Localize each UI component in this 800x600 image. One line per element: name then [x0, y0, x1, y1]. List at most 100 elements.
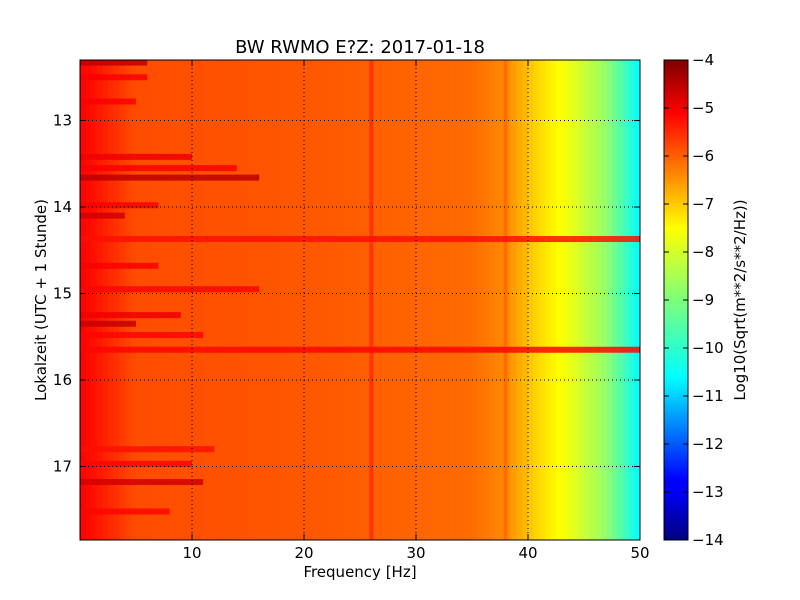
- spectrum-column: [225, 60, 232, 540]
- spectrum-column: [511, 60, 518, 540]
- spectrum-column: [337, 60, 344, 540]
- x-tick-label: 10: [182, 544, 201, 562]
- spectral-line: [369, 60, 374, 540]
- spectrum-column: [309, 60, 316, 540]
- spectrum-column: [494, 60, 501, 540]
- spectrum-column: [124, 60, 131, 540]
- time-band: [80, 286, 260, 293]
- time-band: [80, 460, 192, 467]
- spectrum-column: [320, 60, 327, 540]
- spectrum-column: [612, 60, 619, 540]
- spectrum-column: [276, 60, 283, 540]
- spectrum-column: [365, 60, 372, 540]
- plot-area: 10 20 30 40 50 13 14 15 16 17: [53, 59, 650, 562]
- spectrum-column: [393, 60, 400, 540]
- time-band: [80, 262, 159, 269]
- spectrum-column: [113, 60, 120, 540]
- spectrum-column: [180, 60, 187, 540]
- spectrum-column: [617, 60, 624, 540]
- spectrum-column: [220, 60, 227, 540]
- spectrum-column: [102, 60, 109, 540]
- spectrum-column: [550, 60, 557, 540]
- time-band: [80, 312, 181, 319]
- spectrum-column: [371, 60, 378, 540]
- spectrum-column: [315, 60, 322, 540]
- spectrum-column: [404, 60, 411, 540]
- spectrum-column: [158, 60, 165, 540]
- spectrum-column: [399, 60, 406, 540]
- spectrum-column: [136, 60, 143, 540]
- time-band: [80, 153, 192, 160]
- y-tick-label: 15: [53, 285, 72, 303]
- spectrum-column: [578, 60, 585, 540]
- spectrum-column: [348, 60, 355, 540]
- spectrum-column: [253, 60, 260, 540]
- spectrum-column: [444, 60, 451, 540]
- spectrum-column: [544, 60, 551, 540]
- spectrum-column: [80, 60, 87, 540]
- spectrum-column: [360, 60, 367, 540]
- spectrum-column: [500, 60, 507, 540]
- y-tick-label: 17: [53, 457, 72, 475]
- time-band: [80, 479, 204, 486]
- spectrum-column: [192, 60, 199, 540]
- spectrum-column: [85, 60, 92, 540]
- spectrum-column: [169, 60, 176, 540]
- time-band: [80, 446, 215, 453]
- time-band: [80, 174, 260, 181]
- spectrum-column: [281, 60, 288, 540]
- spectral-line: [503, 60, 508, 540]
- spectrum-column: [483, 60, 490, 540]
- spectrum-column: [589, 60, 596, 540]
- spectrum-column: [410, 60, 417, 540]
- spectrum-column: [438, 60, 445, 540]
- y-axis-label: Lokalzeit (UTC + 1 Stunde): [32, 199, 50, 401]
- spectrum-column: [421, 60, 428, 540]
- colorbar-tick-label: −10: [692, 339, 724, 357]
- time-band: [80, 332, 204, 339]
- spectrum-column: [264, 60, 271, 540]
- spectrum-column: [108, 60, 115, 540]
- spectrum-column: [516, 60, 523, 540]
- spectrum-column: [164, 60, 171, 540]
- colorbar-tick-label: −11: [692, 387, 724, 405]
- time-band: [80, 236, 640, 243]
- spectrum-column: [152, 60, 159, 540]
- spectrum-column: [466, 60, 473, 540]
- spectrum-column: [432, 60, 439, 540]
- colorbar-tick-label: −9: [692, 291, 714, 309]
- spectrum-column: [539, 60, 546, 540]
- colorbar-tick-label: −5: [692, 99, 714, 117]
- spectrum-column: [416, 60, 423, 540]
- spectrum-column: [595, 60, 602, 540]
- x-tick-label: 50: [630, 544, 649, 562]
- spectrum-column: [584, 60, 591, 540]
- spectrum-column: [606, 60, 613, 540]
- spectrum-column: [477, 60, 484, 540]
- spectrum-column: [528, 60, 535, 540]
- spectrum-column: [248, 60, 255, 540]
- colorbar-tick-label: −4: [692, 51, 714, 69]
- spectrum-column: [175, 60, 182, 540]
- spectrum-column: [522, 60, 529, 540]
- spectrum-column: [343, 60, 350, 540]
- spectrum-column: [376, 60, 383, 540]
- spectrum-column: [488, 60, 495, 540]
- spectrum-column: [197, 60, 204, 540]
- y-tick-label: 14: [53, 198, 72, 216]
- spectrum-column: [388, 60, 395, 540]
- colorbar-tick-label: −14: [692, 531, 724, 549]
- spectrum-column: [561, 60, 568, 540]
- spectrum-column: [141, 60, 148, 540]
- colorbar-tick-label: −7: [692, 195, 714, 213]
- time-band: [80, 165, 237, 172]
- spectrum-column: [208, 60, 215, 540]
- colorbar-tick-label: −8: [692, 243, 714, 261]
- spectrum-column: [270, 60, 277, 540]
- spectrum-column: [427, 60, 434, 540]
- spectrum-column: [242, 60, 249, 540]
- spectrum-column: [326, 60, 333, 540]
- spectrum-column: [634, 60, 640, 540]
- colorbar-tick-label: −6: [692, 147, 714, 165]
- x-tick-label: 30: [406, 544, 425, 562]
